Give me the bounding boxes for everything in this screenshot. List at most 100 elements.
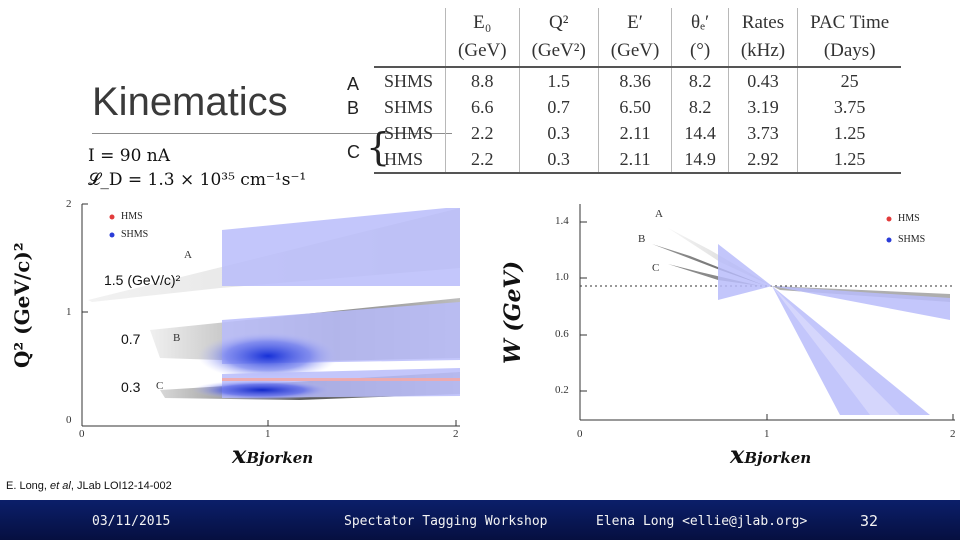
- right-shms-fan-tail: [772, 286, 900, 415]
- table-unit: (°): [671, 36, 729, 68]
- citation-suffix: , JLab LOI12-14-002: [70, 480, 172, 492]
- table-cell: 8.8: [445, 67, 520, 94]
- table-cell: 25: [797, 67, 902, 94]
- table-cell: 3.75: [797, 94, 902, 120]
- table-row: SHMS 6.6 0.7 6.50 8.2 3.19 3.75: [374, 94, 902, 120]
- q2-annotation-b: 0.7: [121, 331, 141, 347]
- right-legend-hms-marker: [886, 216, 892, 222]
- table-unit: (Days): [797, 36, 902, 68]
- table-cell: SHMS: [384, 123, 434, 143]
- table-cell: 0.7: [518, 94, 599, 120]
- table-cell: SHMS: [384, 71, 434, 91]
- left-plot-ylabel: Q² (GeV/c)²: [10, 242, 34, 368]
- citation-italic: et al: [50, 480, 71, 492]
- right-ytick: 0.2: [555, 384, 569, 396]
- q2-annotation-c: 0.3: [121, 379, 141, 395]
- left-xtick: 2: [453, 428, 459, 440]
- right-ytick: 1.4: [555, 215, 569, 227]
- band-c-hms-line: [222, 378, 460, 381]
- table-cell: 0.3: [518, 146, 599, 174]
- row-letter-a: A: [347, 74, 360, 94]
- table-cell: 8.2: [671, 94, 729, 120]
- left-plot-xlabel-main: x: [232, 440, 247, 469]
- citation: E. Long, et al, JLab LOI12-14-002: [6, 480, 172, 492]
- table-cell: 2.92: [727, 146, 798, 174]
- right-xtick: 2: [950, 428, 956, 440]
- right-ytick: 0.6: [555, 328, 569, 340]
- band-c-peak: [192, 380, 332, 400]
- table-row: SHMS 2.2 0.3 2.11 14.4 3.73 1.25: [374, 120, 902, 146]
- footer-date: 03/11/2015: [92, 514, 171, 529]
- left-legend-hms: HMS: [121, 211, 143, 222]
- right-legend-shms: SHMS: [898, 234, 926, 245]
- footer-event: Spectator Tagging Workshop: [344, 514, 548, 529]
- table-cell: 2.11: [597, 146, 672, 174]
- slide-footer: 03/11/2015 Spectator Tagging Workshop El…: [0, 500, 960, 540]
- beam-current: I = 90 nA: [88, 146, 171, 166]
- left-plot-xlabel-sub: Bjorken: [246, 449, 314, 467]
- table-cell: 0.3: [518, 120, 599, 146]
- right-xtick: 0: [577, 428, 583, 440]
- slide-title: Kinematics: [92, 80, 288, 124]
- kinematics-table: E₀ Q² E′ θₑ′ Rates PAC Time (GeV) (GeV²)…: [374, 8, 902, 174]
- table-cell: 3.73: [727, 120, 798, 146]
- title-divider: [92, 133, 452, 134]
- q2-xbjorken-plot: [81, 203, 460, 427]
- table-cell: 6.50: [597, 94, 672, 120]
- left-band-letter-a: A: [184, 249, 192, 261]
- table-cell: 1.25: [797, 146, 902, 174]
- luminosity: 𝓛_D = 1.3 × 10³⁵ cm⁻¹s⁻¹: [88, 170, 307, 190]
- right-legend-hms: HMS: [898, 213, 920, 224]
- table-row: HMS 2.2 0.3 2.11 14.9 2.92 1.25: [374, 146, 902, 174]
- table-cell: 14.9: [671, 146, 729, 174]
- right-legend-shms-marker: [886, 237, 892, 243]
- table-cell: 6.6: [445, 94, 520, 120]
- table-cell: 1.5: [518, 67, 599, 94]
- table-unit: (GeV): [597, 36, 672, 68]
- right-band-letter-c: C: [652, 262, 660, 274]
- table-cell: 0.43: [727, 67, 798, 94]
- right-band-letter-b: B: [638, 233, 646, 245]
- table-header: E′: [597, 8, 672, 36]
- right-xtick: 1: [764, 428, 770, 440]
- left-band-letter-c: C: [156, 380, 164, 392]
- table-unit: (GeV²): [518, 36, 599, 68]
- table-header: Q²: [518, 8, 599, 36]
- table-header-spec: [374, 8, 446, 36]
- w-xbjorken-plot: [579, 204, 955, 421]
- table-cell: 14.4: [671, 120, 729, 146]
- right-band-letter-a: A: [655, 208, 663, 220]
- left-ytick: 0: [66, 414, 72, 426]
- band-a-shms: [222, 208, 460, 286]
- table-header: E₀: [445, 8, 520, 36]
- right-plot-xlabel-main: x: [730, 440, 745, 469]
- table-cell: 3.19: [727, 94, 798, 120]
- table-header: PAC Time: [797, 8, 902, 36]
- legend-hms-marker: [109, 214, 115, 220]
- row-letter-c: C: [347, 142, 360, 162]
- band-b-peak: [198, 332, 338, 380]
- table-cell: HMS: [374, 146, 446, 174]
- right-plot-xlabel: xBjorken: [730, 440, 811, 469]
- table-row: SHMS 8.8 1.5 8.36 8.2 0.43 25: [374, 67, 902, 94]
- table-header: θₑ′: [671, 8, 729, 36]
- left-legend-shms: SHMS: [121, 229, 149, 240]
- right-plot-xlabel-sub: Bjorken: [744, 449, 812, 467]
- legend-shms-marker: [109, 232, 115, 238]
- left-ytick: 1: [66, 306, 72, 318]
- table-cell: 2.2: [445, 146, 520, 174]
- right-plot-ylabel: W (GeV): [500, 260, 526, 364]
- table-cell: 8.36: [597, 67, 672, 94]
- left-band-letter-b: B: [173, 332, 181, 344]
- table-cell: 1.25: [797, 120, 902, 146]
- row-letter-b: B: [347, 98, 360, 118]
- left-xtick: 1: [265, 428, 271, 440]
- left-plot-xlabel: xBjorken: [232, 440, 313, 469]
- table-unit: (kHz): [727, 36, 798, 68]
- table-cell: SHMS: [384, 97, 434, 117]
- page-number: 32: [860, 512, 879, 530]
- table-unit: (GeV): [445, 36, 520, 68]
- right-shms-fan: [718, 244, 950, 415]
- table-unit-spec: [374, 36, 446, 68]
- citation-prefix: E. Long,: [6, 480, 51, 492]
